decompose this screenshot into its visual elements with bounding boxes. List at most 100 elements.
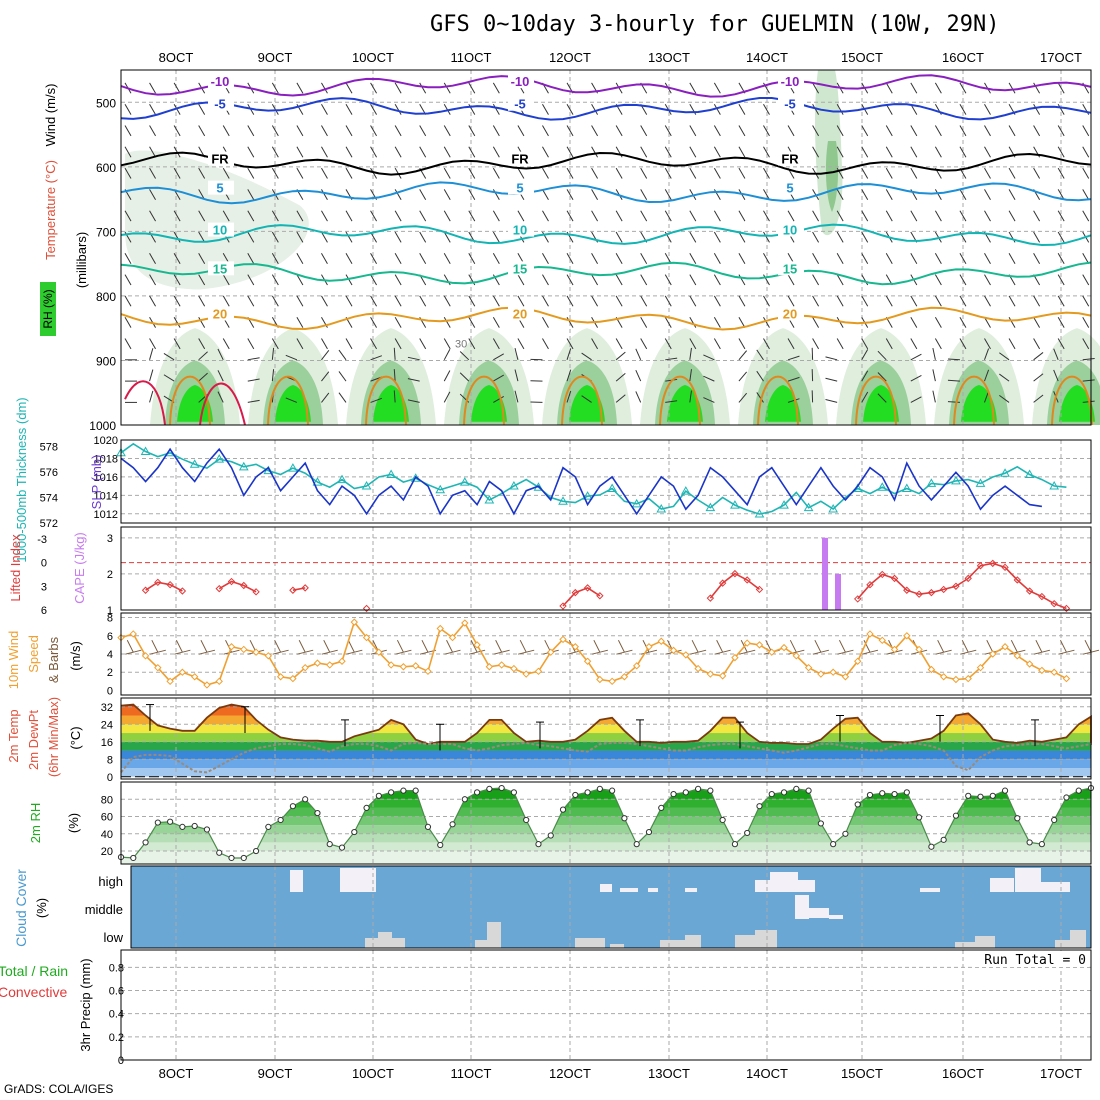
wind-barb <box>321 231 328 243</box>
wind-barb <box>836 189 844 201</box>
wind-barb <box>861 231 869 243</box>
wind-speed-point <box>559 635 567 644</box>
wind-barb <box>271 338 279 350</box>
wind-barb <box>1008 82 1016 94</box>
wind-barb <box>640 253 648 264</box>
wind-speed-point <box>141 652 150 660</box>
wind-barb <box>370 397 383 403</box>
wind-barb <box>787 398 800 403</box>
wind-barb <box>738 316 746 328</box>
wind-barb <box>591 189 599 201</box>
temperature-tick: 24 <box>101 719 113 731</box>
wind-barb <box>173 338 181 350</box>
wind-barb <box>149 103 156 115</box>
wind-barb <box>934 125 942 137</box>
wind-barb <box>198 274 206 286</box>
wind-barb <box>665 357 678 361</box>
lifted-index-point <box>927 588 936 597</box>
wind-barb <box>338 371 347 382</box>
wind-barb <box>394 125 402 137</box>
wind-barb <box>149 253 156 264</box>
wind-barb <box>394 338 402 350</box>
axis-label-rh: RH (%) <box>41 289 55 328</box>
wind-barb-10m <box>812 649 829 655</box>
wind-barb <box>419 295 427 307</box>
lifted-index-point <box>240 581 248 590</box>
rh-point <box>1001 787 1009 794</box>
cloud-low-bar <box>660 940 700 948</box>
isotherm-warm <box>953 375 995 426</box>
wind-barb <box>1033 394 1044 403</box>
wind-speed-point <box>301 663 309 672</box>
wind-barb <box>713 338 721 350</box>
wind-barb <box>713 125 721 137</box>
isotherm-label-bg <box>208 222 234 237</box>
axis-label-cloud-cover: Cloud Cover <box>13 869 29 947</box>
thickness-point <box>730 500 740 509</box>
rh-point <box>756 803 763 810</box>
lifted-index-tick: 0 <box>41 558 47 570</box>
wind-barb <box>149 189 156 201</box>
wind-barb <box>149 125 156 137</box>
wind-barb <box>910 82 918 94</box>
date-label-bottom: 9OCT <box>258 1066 293 1081</box>
wind-barb-10m <box>272 649 289 655</box>
wind-barb <box>566 125 574 137</box>
wind-barb <box>517 210 525 222</box>
wind-barb <box>468 146 476 158</box>
wind-barb <box>756 392 764 403</box>
axis-label-millibars: (millibars) <box>74 232 89 288</box>
lifted-index-point <box>878 570 886 579</box>
rh-point <box>928 843 935 850</box>
wind-barb <box>492 210 500 222</box>
wind-barb <box>514 390 519 403</box>
wind-barb <box>492 231 500 243</box>
isotherm-label: 5 <box>216 181 223 196</box>
wind-barb <box>689 316 697 328</box>
rh-point <box>1038 841 1045 848</box>
wind-barb <box>321 338 328 350</box>
wind-barb <box>615 373 626 382</box>
wind-barb <box>407 378 420 382</box>
lifted-index-point <box>743 576 751 584</box>
cloud-level-label: low <box>103 930 123 945</box>
wind-barb-10m <box>616 649 633 655</box>
wind-speed-point <box>682 651 690 659</box>
wind-barb <box>149 274 156 286</box>
wind-barb <box>247 378 260 382</box>
pressure-tick: 700 <box>96 225 116 239</box>
lifted-index-point <box>252 588 260 596</box>
wind-barb <box>910 167 918 179</box>
wind-barb <box>640 167 648 179</box>
wind-barb <box>394 210 402 222</box>
wind-barb <box>591 146 599 158</box>
wind-barb <box>1053 369 1059 382</box>
wind-barb <box>934 210 942 222</box>
wind-barb <box>370 253 378 264</box>
wind-barb <box>999 394 1010 403</box>
rh-point <box>449 821 456 828</box>
isotherm-label-bg <box>508 74 534 89</box>
thickness-point <box>877 482 888 491</box>
wind-barb <box>296 125 304 137</box>
wind-barb-10m <box>591 649 608 655</box>
wind-barb-10m <box>1084 639 1092 653</box>
isotherm-label-bg <box>778 151 804 166</box>
isotherm-line <box>120 306 1092 331</box>
thickness-point <box>238 461 249 471</box>
wind-barb <box>1033 295 1041 307</box>
wind-barb <box>689 82 697 94</box>
rh-point <box>1075 787 1082 794</box>
precip-tick: 0.6 <box>109 986 124 998</box>
wind-barb <box>664 125 672 137</box>
isotherm-line <box>120 74 1092 98</box>
rh-point <box>621 815 628 822</box>
lifted-index-point <box>227 577 236 586</box>
wind-barb <box>615 253 623 264</box>
wind-barb <box>932 390 936 403</box>
rh-point <box>842 830 849 837</box>
wind-speed-point <box>792 652 801 660</box>
wind-barb <box>321 189 328 201</box>
isotherm-label-bg <box>208 96 234 111</box>
